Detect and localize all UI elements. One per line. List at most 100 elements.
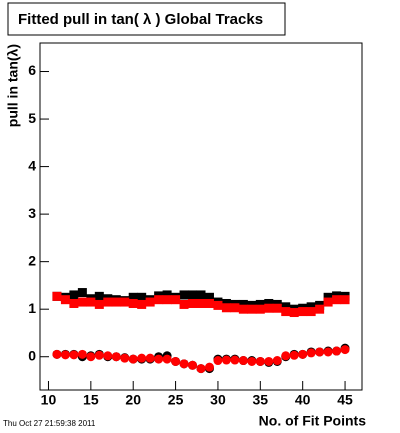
y-tick-label: 3 xyxy=(28,205,36,221)
square-marker xyxy=(171,295,181,305)
circle-marker xyxy=(221,355,231,365)
circle-marker xyxy=(171,356,181,366)
square-marker xyxy=(332,295,342,305)
circle-marker xyxy=(145,353,155,363)
circle-marker xyxy=(272,356,282,366)
circle-marker xyxy=(128,354,138,364)
circle-marker xyxy=(230,355,240,365)
chart-title: Fitted pull in tan( λ ) Global Tracks xyxy=(18,11,263,28)
square-marker xyxy=(281,307,291,317)
x-tick-label: 45 xyxy=(337,392,353,408)
square-marker xyxy=(69,298,79,308)
square-marker xyxy=(94,291,104,301)
square-marker xyxy=(204,298,214,308)
square-marker xyxy=(128,292,138,302)
square-marker xyxy=(162,290,172,300)
square-marker xyxy=(94,299,104,309)
square-marker xyxy=(188,298,198,308)
square-marker xyxy=(298,307,308,317)
square-marker xyxy=(264,298,274,308)
circle-marker xyxy=(332,346,342,356)
square-marker xyxy=(77,297,87,307)
circle-marker xyxy=(238,356,248,366)
timestamp: Thu Oct 27 21:59:38 2011 xyxy=(3,419,96,428)
x-tick-label: 10 xyxy=(41,392,57,408)
square-marker xyxy=(204,292,214,302)
square-marker xyxy=(323,297,333,307)
square-marker xyxy=(179,299,189,309)
square-marker xyxy=(60,295,70,305)
square-marker xyxy=(213,300,223,310)
circle-marker xyxy=(103,351,113,361)
square-marker xyxy=(52,291,62,301)
square-marker xyxy=(103,297,113,307)
circle-marker xyxy=(69,350,79,360)
square-marker xyxy=(162,295,172,305)
circle-marker xyxy=(255,356,265,366)
square-marker xyxy=(272,303,282,313)
square-marker xyxy=(323,292,333,302)
circle-marker xyxy=(111,352,121,362)
circle-marker xyxy=(86,352,96,362)
circle-marker xyxy=(306,348,316,358)
y-tick-label: 6 xyxy=(28,62,36,78)
square-marker xyxy=(154,295,164,305)
circle-marker xyxy=(281,351,291,361)
y-tick-label: 5 xyxy=(28,110,36,126)
circle-marker xyxy=(60,350,70,360)
frame xyxy=(39,42,363,391)
square-marker xyxy=(137,299,147,309)
square-marker xyxy=(179,290,189,300)
square-marker xyxy=(128,298,138,308)
square-marker xyxy=(315,304,325,314)
square-marker xyxy=(86,297,96,307)
square-marker xyxy=(69,290,79,300)
square-marker xyxy=(77,288,87,298)
circle-marker xyxy=(323,347,333,357)
square-marker xyxy=(120,297,130,307)
square-marker xyxy=(247,304,257,314)
square-marker xyxy=(306,302,316,312)
square-marker xyxy=(188,290,198,300)
circle-marker xyxy=(264,356,274,366)
x-tick-label: 25 xyxy=(168,392,184,408)
circle-marker xyxy=(154,354,164,364)
y-tick-label: 0 xyxy=(28,347,36,363)
circle-marker xyxy=(188,360,198,370)
square-marker xyxy=(230,303,240,313)
circle-marker xyxy=(162,354,172,364)
square-marker xyxy=(255,304,265,314)
square-marker xyxy=(255,299,265,309)
x-tick-label: 35 xyxy=(253,392,269,408)
circle-marker xyxy=(247,356,257,366)
x-tick-label: 30 xyxy=(210,392,226,408)
square-marker xyxy=(238,304,248,314)
x-tick-label: 20 xyxy=(125,392,141,408)
square-marker xyxy=(289,308,299,318)
circle-marker xyxy=(52,349,62,359)
square-marker xyxy=(111,297,121,307)
x-tick-label: 15 xyxy=(83,392,99,408)
title-box xyxy=(7,2,286,36)
y-tick-label: 4 xyxy=(28,157,36,173)
x-tick-label: 40 xyxy=(295,392,311,408)
square-marker xyxy=(306,307,316,317)
circle-marker xyxy=(196,364,206,374)
square-marker xyxy=(238,299,248,309)
circle-marker xyxy=(315,347,325,357)
square-marker xyxy=(145,297,155,307)
square-marker xyxy=(264,303,274,313)
y-tick-label: 1 xyxy=(28,300,36,316)
square-marker xyxy=(340,295,350,305)
square-marker xyxy=(196,298,206,308)
x-axis-label: No. of Fit Points xyxy=(259,413,367,429)
y-axis-label: pull in tan(λ) xyxy=(5,44,21,127)
circle-marker xyxy=(179,359,189,369)
square-marker xyxy=(221,303,231,313)
circle-marker xyxy=(289,350,299,360)
circle-marker xyxy=(77,349,87,359)
circle-marker xyxy=(204,362,214,372)
circle-marker xyxy=(340,345,350,355)
